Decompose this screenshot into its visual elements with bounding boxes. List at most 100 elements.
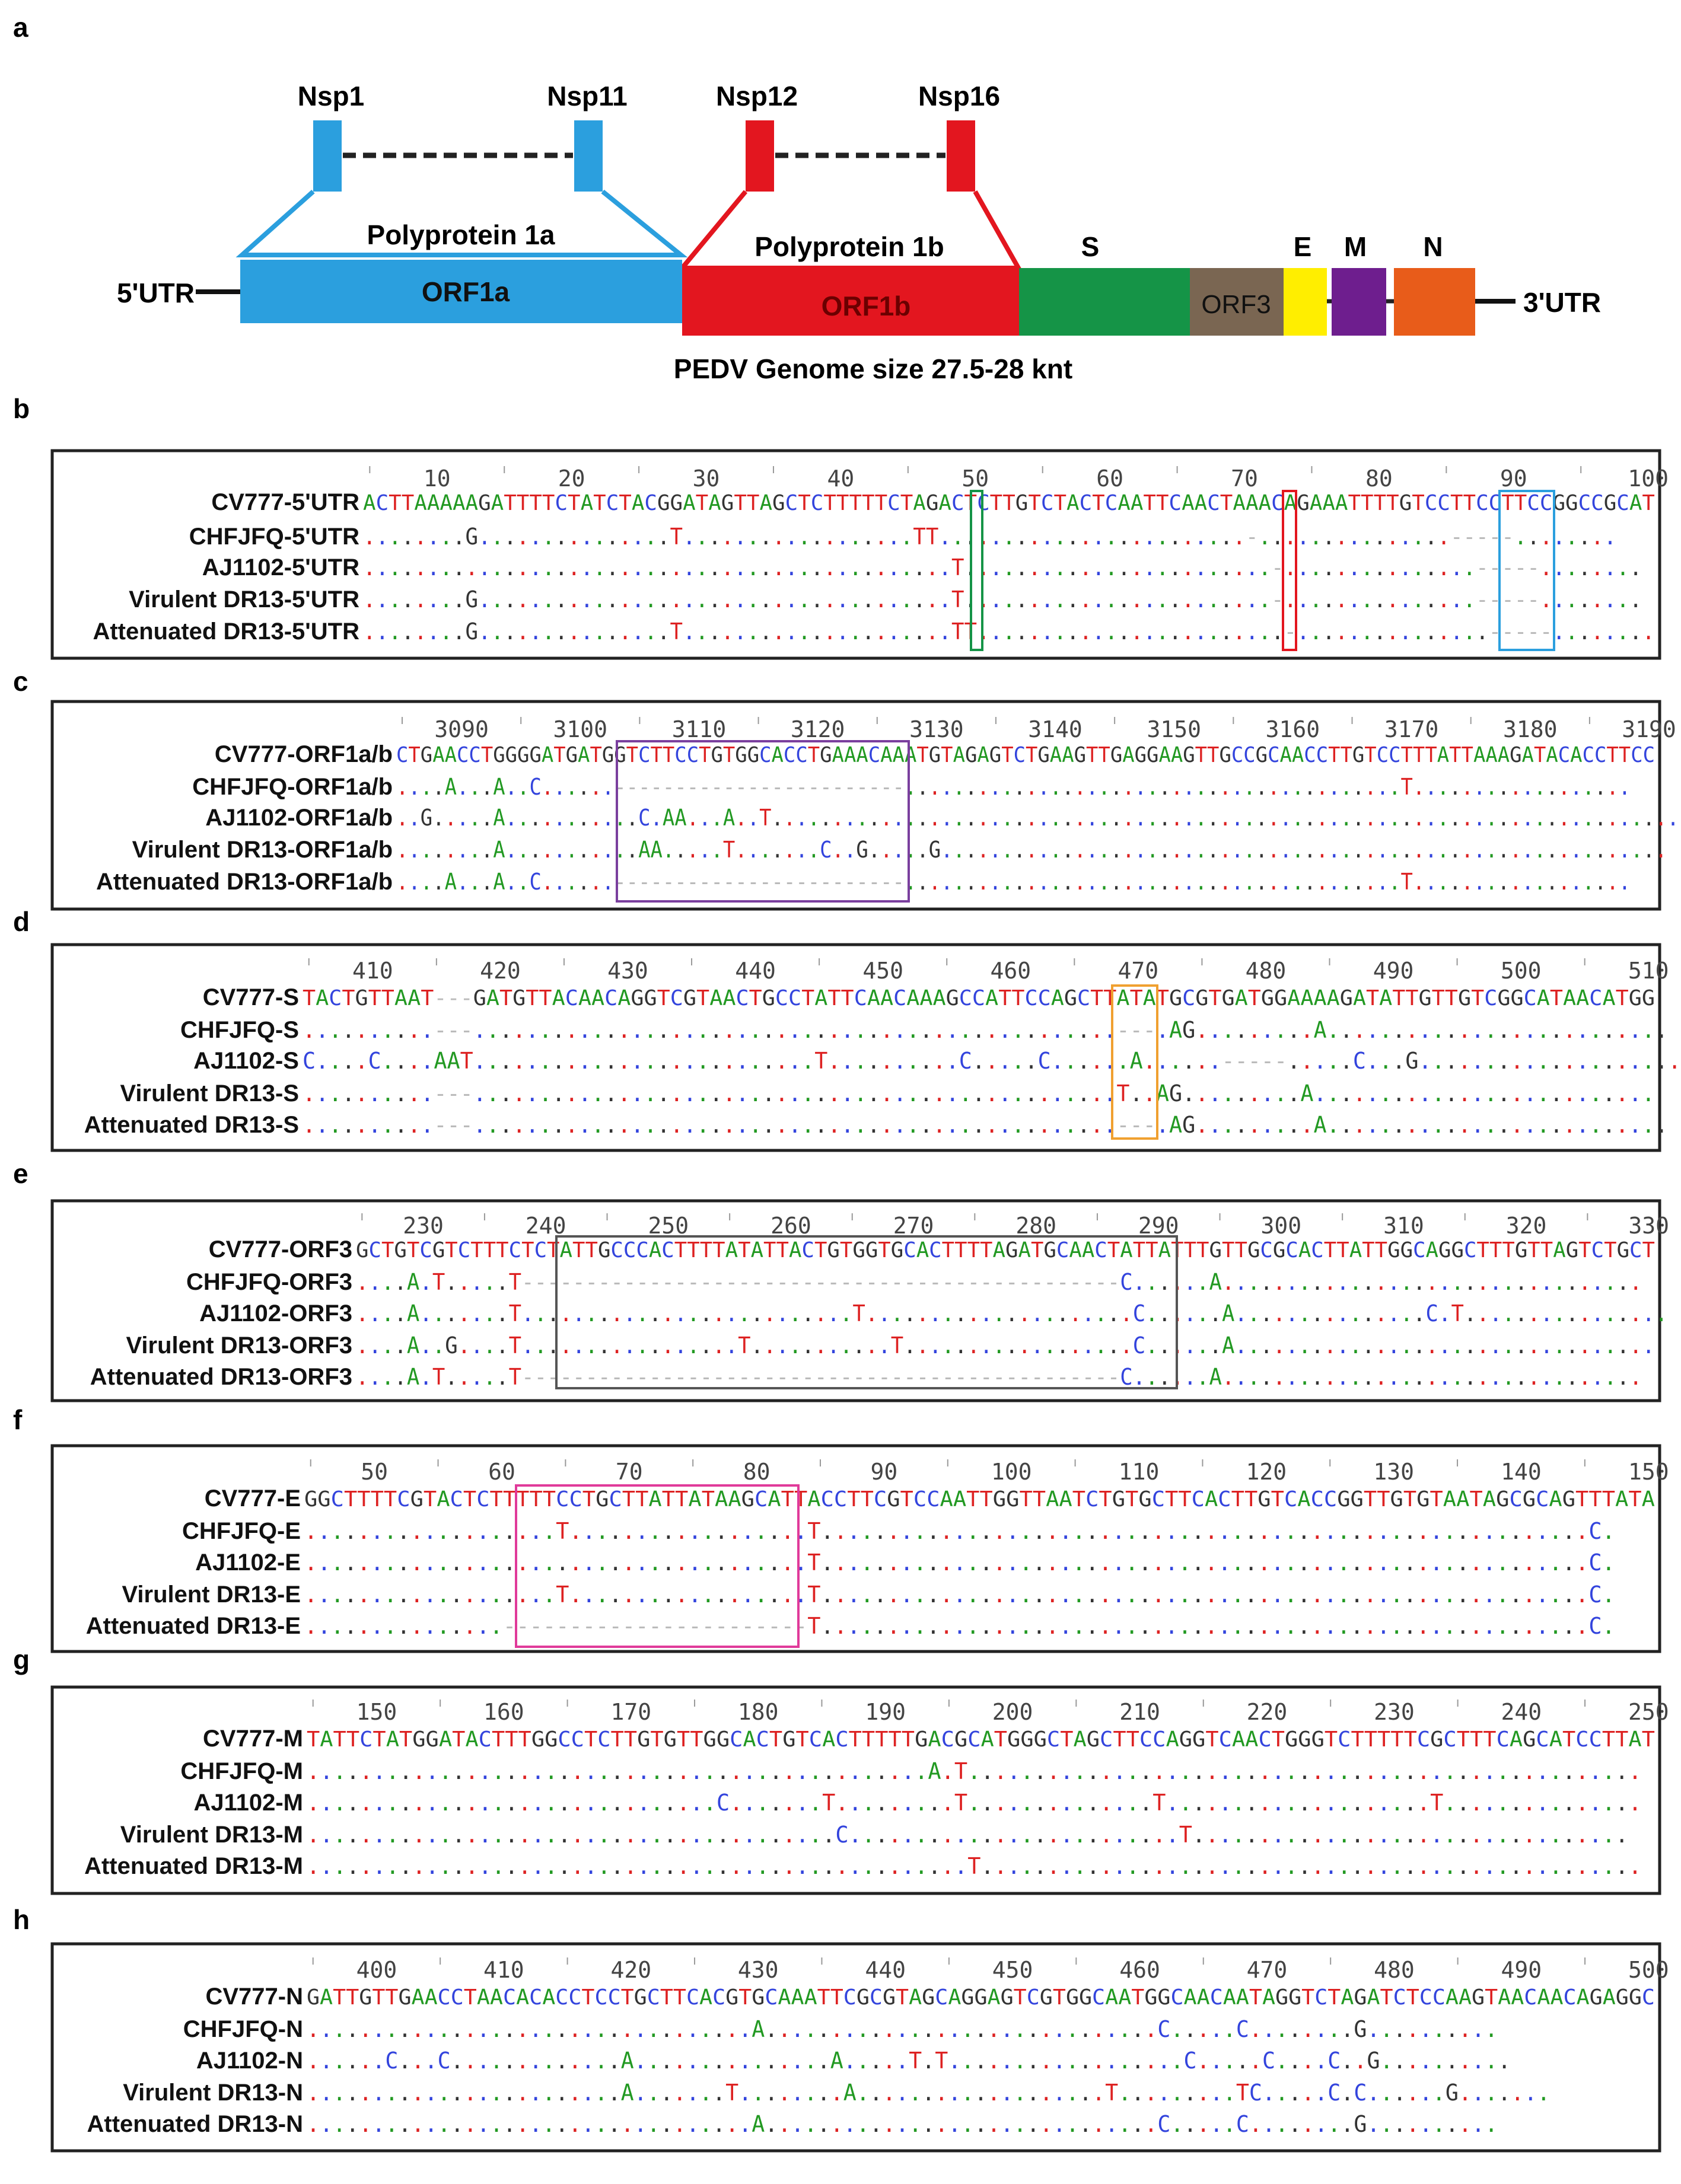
sequence-label: AJ1102-M (193, 1790, 303, 1816)
position-tick: 150 (1628, 1459, 1669, 1485)
alignment-panel-c: c 3090 3100 3110 3120 3130 3140 3150 3160 3170 318… (13, 666, 1679, 911)
position-tick: 310 (1383, 1213, 1424, 1239)
nsp12-box (746, 120, 774, 192)
position-tick: 3100 (553, 716, 608, 742)
nsp1-label: Nsp1 (298, 81, 364, 111)
alignment-panel-e: e 230 240 250 260 270 280 290 300 310 320 330 CV777-… (13, 1158, 1669, 1402)
sequence-label: CHFJFQ-N (183, 2016, 303, 2042)
sequence-row: GATTGTTGAACCTAACACACCTCCTGCTTCACGTGCAAAT… (307, 1985, 1655, 2010)
sequence-label: AJ1102-ORF3 (199, 1300, 352, 1327)
sequence-row: GGCTTTTCGTACTCTTTTTCCTGCTTATTATAAGCATTAC… (304, 1487, 1655, 1512)
alignment-panel-f: f 50 60 70 80 90 100 110 120 130 140 150 CV777-E GGCT… (13, 1404, 1669, 1653)
position-tick: 480 (1374, 1957, 1415, 1983)
highlight-box (555, 1235, 1178, 1389)
sequence-label: CHFJFQ-S (180, 1017, 299, 1043)
position-tick: 430 (607, 958, 648, 984)
position-tick: 80 (743, 1459, 771, 1485)
sequence-row: ......................................T.… (304, 1549, 1615, 1576)
position-tick: 200 (992, 1699, 1033, 1725)
polyprotein-1a-outline (235, 189, 688, 257)
sequence-label: CV777-M (203, 1726, 303, 1752)
position-tick: 60 (1096, 466, 1123, 492)
panel-letter-a: a (13, 12, 28, 43)
sequence-label: Attenuated DR13-ORF3 (90, 1364, 352, 1390)
m-block (1332, 268, 1386, 336)
sequence-row: ....A...A..C......----------------------… (396, 869, 1631, 895)
position-tick: 400 (356, 1957, 397, 1983)
sequence-label: CV777-5'UTR (211, 489, 359, 515)
position-tick: 460 (1119, 1957, 1160, 1983)
sequence-label: CV777-N (205, 1984, 303, 2010)
position-tick: 450 (862, 958, 903, 984)
sequence-label: AJ1102-5'UTR (202, 554, 359, 581)
sequence-label: CHFJFQ-5'UTR (189, 524, 359, 550)
sequence-label: Virulent DR13-S (120, 1080, 299, 1107)
alignment-frame (50, 943, 1661, 1152)
alignment-panel-h: h 400 410 420 430 440 450 460 470 480 490 500 CV777-… (13, 1904, 1669, 2153)
position-tick: 90 (871, 1459, 898, 1485)
sequence-row: ..................................A.....… (307, 2016, 1498, 2042)
position-tick: 100 (1628, 466, 1669, 492)
highlight-box (1282, 490, 1297, 651)
polyprotein-1b-label: Polyprotein 1b (754, 231, 944, 262)
alignment-frame (50, 1444, 1661, 1653)
position-tick: 290 (1138, 1213, 1179, 1239)
position-tick: 180 (738, 1699, 779, 1725)
alignment-panel-g: g 150 160 170 180 190 200 210 220 230 240 250 CV777-… (13, 1644, 1669, 1895)
position-tick: 210 (1119, 1699, 1160, 1725)
alignment-panel-b: b 10 20 30 40 50 60 70 80 90 100 CV777-5'UTR ACTTAAA… (13, 393, 1669, 660)
e-label: E (1294, 231, 1312, 262)
sequence-row: ........................A.......T.......… (307, 2080, 1550, 2106)
position-tick: 70 (616, 1459, 643, 1485)
position-tick: 3180 (1503, 716, 1558, 742)
position-tick: 280 (1015, 1213, 1056, 1239)
panel-letter-g: g (13, 1644, 30, 1675)
position-tick: 3150 (1147, 716, 1201, 742)
position-tick: 50 (361, 1459, 388, 1485)
position-tick: 250 (648, 1213, 689, 1239)
position-tick: 140 (1501, 1459, 1542, 1485)
genome-size-caption: PEDV Genome size 27.5-28 knt (674, 353, 1072, 384)
sequence-row: ........G...............................… (363, 586, 1642, 613)
sequence-label: Virulent DR13-5'UTR (129, 586, 359, 613)
sequence-row: ..................................A.....… (307, 2111, 1498, 2137)
s-block (1019, 268, 1190, 336)
sequence-row: ........................................… (363, 554, 1642, 581)
position-tick: 470 (1247, 1957, 1288, 1983)
panel-letter-c: c (13, 666, 28, 697)
genome-panel: a Nsp1 Nsp11 Nsp12 Nsp16 Polyprotein 1a … (13, 12, 1601, 384)
position-tick: 90 (1500, 466, 1527, 492)
nsp11-label: Nsp11 (547, 81, 628, 111)
position-tick: 410 (483, 1957, 524, 1983)
sequence-row: ........................................… (307, 1822, 1628, 1848)
position-tick: 3140 (1028, 716, 1083, 742)
sequence-row: ......C...C.............A...............… (307, 2048, 1511, 2074)
position-tick: 3190 (1622, 716, 1676, 742)
position-tick: 70 (1231, 466, 1258, 492)
alignment-frame (50, 1199, 1661, 1402)
position-tick: 490 (1501, 1957, 1542, 1983)
sequence-row: ........................................… (307, 1853, 1642, 1879)
position-tick: 30 (693, 466, 720, 492)
position-tick: 3090 (434, 716, 489, 742)
sequence-row: ...............-----------------------T.… (304, 1613, 1615, 1639)
position-tick: 500 (1628, 1957, 1669, 1983)
panel-letter-b: b (13, 393, 30, 424)
position-tick: 460 (990, 958, 1031, 984)
utr3-label: 3'UTR (1523, 287, 1601, 318)
position-tick: 130 (1373, 1459, 1414, 1485)
sequence-row: GCTGTCGTCTTTCTCTATTGCCCACTTTTATATTACTGTG… (356, 1238, 1655, 1262)
position-tick: 320 (1506, 1213, 1547, 1239)
s-label: S (1081, 231, 1100, 262)
position-tick: 50 (962, 466, 989, 492)
position-tick: 160 (483, 1699, 524, 1725)
highlight-box (1498, 490, 1555, 651)
position-tick: 190 (865, 1699, 906, 1725)
sequence-row: TATTCTATGGATACTTTGGCCTCTTGTGTTGGCACTGTCA… (307, 1727, 1655, 1752)
position-tick: 230 (1374, 1699, 1415, 1725)
position-tick: 120 (1246, 1459, 1287, 1485)
sequence-label: Attenuated DR13-E (86, 1613, 301, 1639)
sequence-label: AJ1102-E (195, 1549, 301, 1576)
position-tick: 150 (356, 1699, 397, 1725)
